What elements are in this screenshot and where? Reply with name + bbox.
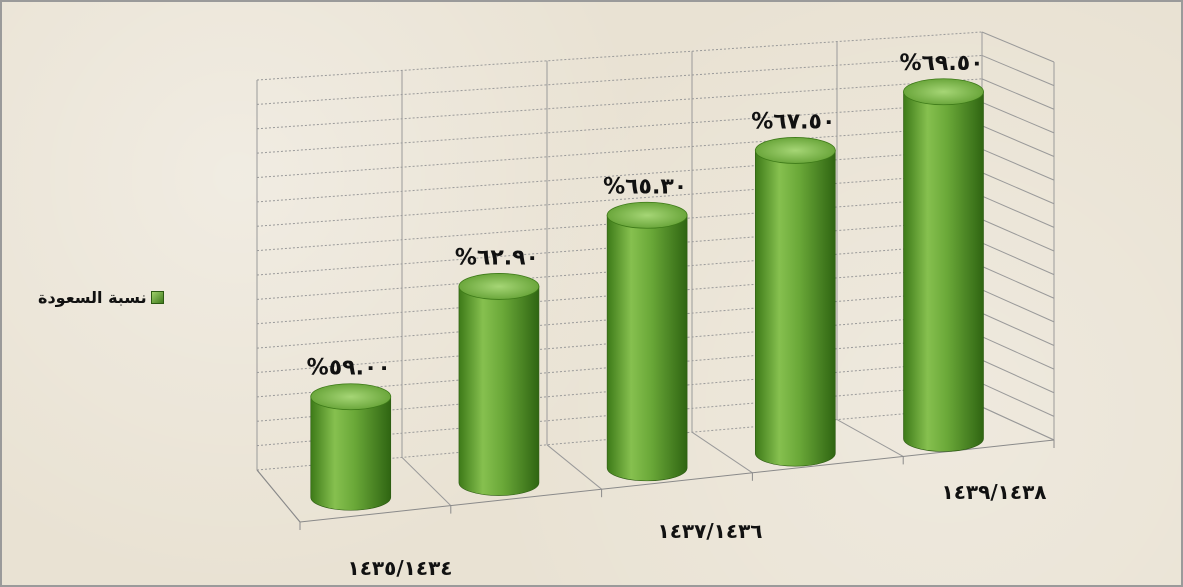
gridline — [256, 265, 983, 325]
side-gridline — [981, 31, 1055, 63]
data-label: %٥٩.٠٠ — [307, 356, 391, 381]
bar-top — [606, 201, 688, 229]
gridline — [256, 289, 983, 349]
x-tick-label: ١٤٣٥/١٤٣٤ — [348, 556, 453, 580]
floor-divider — [691, 431, 753, 474]
side-gridline — [981, 219, 1055, 252]
legend: نسبة السعودة — [38, 288, 164, 307]
bar — [903, 91, 984, 452]
bar — [606, 214, 688, 482]
gridline — [256, 54, 983, 105]
data-label: %٦٥.٣٠ — [603, 174, 687, 199]
gridline — [256, 312, 983, 373]
bar — [458, 286, 540, 496]
data-label: %٦٩.٥٠ — [899, 51, 983, 76]
side-gridline — [981, 101, 1055, 134]
side-gridline — [981, 78, 1055, 110]
x-tick-label: ١٤٣٩/١٤٣٨ — [942, 480, 1047, 504]
bars-layer — [310, 78, 984, 511]
legend-swatch — [150, 291, 164, 304]
side-gridline — [981, 195, 1055, 228]
floor-divider — [401, 457, 452, 506]
bar-top — [310, 383, 392, 411]
side-gridline — [981, 359, 1055, 394]
side-gridline — [981, 172, 1055, 205]
data-label: %٦٧.٥٠ — [751, 109, 835, 134]
bar-top — [754, 137, 836, 164]
side-gridline — [981, 242, 1055, 276]
gridline — [256, 195, 983, 252]
gridline — [256, 242, 983, 300]
side-gridline — [981, 125, 1055, 157]
gridline — [256, 172, 983, 227]
floor-divider — [546, 444, 602, 490]
side-gridline — [981, 289, 1055, 323]
gridline — [256, 31, 983, 81]
side-gridline — [981, 265, 1055, 299]
side-gridline — [981, 148, 1055, 181]
bar-top — [458, 273, 540, 300]
bar — [310, 396, 392, 511]
gridline — [256, 148, 983, 203]
gridline — [256, 101, 983, 154]
floor-divider — [981, 406, 1055, 441]
grid-layer — [256, 31, 1055, 530]
gridline — [256, 78, 983, 130]
x-tick-label: ١٤٣٧/١٤٣٦ — [658, 519, 763, 543]
side-gridline — [981, 383, 1055, 417]
bar-top — [903, 78, 984, 106]
data-label: %٦٢.٩٠ — [455, 245, 539, 270]
gridline — [256, 219, 983, 276]
gridline — [256, 125, 983, 178]
legend-label: نسبة السعودة — [38, 288, 147, 307]
side-gridline — [981, 54, 1055, 87]
floor-left-edge — [256, 469, 301, 523]
labels-layer: %٥٩.٠٠ %٦٢.٩٠ %٦٥.٣٠ %٦٧.٥٠ %٦٩.٥٠ ١٤٣٥/١٤٣٤ ١… — [307, 51, 1047, 580]
side-gridline — [981, 336, 1055, 370]
floor-front-edge — [299, 439, 1055, 523]
side-gridline — [981, 312, 1055, 346]
floor-divider — [836, 419, 904, 457]
bar — [755, 150, 836, 467]
